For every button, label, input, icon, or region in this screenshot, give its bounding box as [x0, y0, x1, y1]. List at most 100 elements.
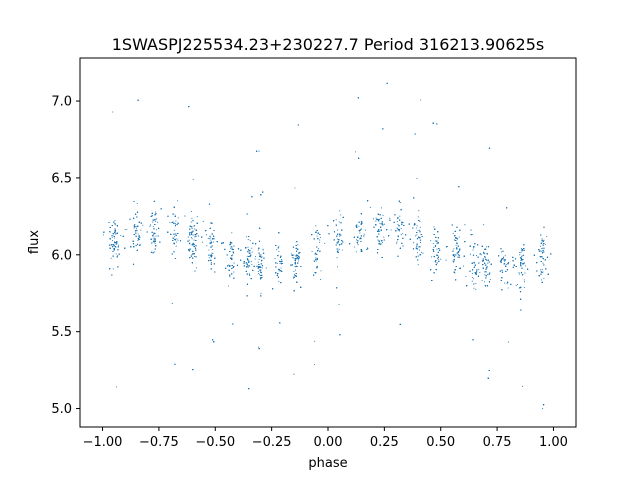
data-point	[210, 261, 212, 263]
data-point	[432, 242, 434, 245]
data-point	[320, 270, 322, 272]
data-point	[177, 200, 179, 202]
data-point	[254, 255, 257, 258]
data-point	[422, 252, 424, 254]
data-point	[110, 257, 112, 259]
data-point	[211, 252, 213, 254]
data-point	[487, 262, 489, 264]
data-point	[258, 346, 260, 348]
data-point	[473, 278, 475, 280]
data-point	[205, 234, 208, 236]
data-point	[154, 242, 156, 245]
data-point	[260, 272, 263, 274]
data-point	[114, 219, 116, 222]
data-point	[471, 280, 473, 282]
data-point	[455, 244, 457, 246]
data-point	[364, 229, 366, 231]
data-point	[414, 235, 417, 237]
data-point	[372, 218, 374, 220]
data-point	[520, 260, 522, 262]
data-point	[359, 232, 361, 234]
data-point	[297, 266, 299, 268]
data-point	[324, 242, 326, 244]
data-point	[540, 269, 542, 271]
data-point	[457, 256, 459, 258]
data-point	[114, 224, 116, 226]
data-point	[524, 265, 526, 267]
data-point	[210, 237, 212, 239]
data-point	[191, 254, 193, 256]
data-point	[453, 248, 455, 250]
data-point	[541, 250, 543, 252]
data-point	[140, 229, 142, 231]
data-point	[212, 248, 214, 251]
data-point	[207, 237, 209, 239]
data-point	[229, 242, 231, 244]
data-point	[257, 273, 259, 275]
data-point	[433, 246, 435, 248]
data-point	[433, 226, 435, 228]
data-point	[437, 258, 439, 260]
data-point	[155, 211, 157, 213]
data-point	[262, 248, 264, 250]
data-point	[190, 236, 192, 238]
data-point	[311, 250, 313, 252]
data-point	[471, 276, 474, 279]
data-point	[402, 232, 404, 235]
data-point	[293, 274, 295, 276]
data-point	[153, 236, 155, 238]
data-point	[505, 263, 507, 266]
data-point	[233, 262, 235, 264]
data-point	[112, 239, 114, 241]
data-point	[523, 286, 525, 289]
data-point	[191, 228, 193, 230]
data-point	[155, 229, 158, 231]
data-point	[313, 363, 315, 366]
data-point	[261, 267, 263, 269]
data-point	[520, 247, 523, 250]
data-point	[248, 260, 250, 262]
data-point	[523, 281, 526, 283]
data-point	[133, 225, 135, 227]
data-point	[338, 248, 340, 250]
data-point	[319, 241, 321, 244]
data-point	[378, 220, 380, 222]
data-point	[278, 280, 280, 283]
data-point	[541, 269, 543, 271]
data-point	[137, 233, 139, 235]
data-point	[174, 214, 176, 216]
data-point	[475, 288, 477, 290]
data-point	[476, 269, 478, 271]
data-point	[113, 248, 115, 250]
data-point	[278, 250, 280, 252]
data-point	[258, 258, 260, 260]
data-point	[543, 277, 545, 279]
data-point	[415, 227, 417, 229]
data-point	[375, 220, 377, 222]
data-point	[297, 244, 299, 246]
data-point	[111, 236, 113, 238]
data-point	[258, 269, 260, 271]
data-point	[465, 275, 467, 278]
chart-title: 1SWASPJ225534.23+230227.7 Period 316213.…	[112, 35, 544, 54]
data-point	[542, 262, 544, 264]
data-point	[336, 266, 339, 268]
data-point	[383, 223, 385, 225]
data-point	[212, 252, 214, 254]
data-point	[504, 255, 506, 257]
data-point	[340, 214, 342, 216]
data-point	[257, 249, 259, 251]
data-point	[483, 281, 486, 283]
data-point	[400, 234, 402, 236]
data-point	[265, 267, 267, 269]
data-point	[229, 276, 231, 278]
data-point	[249, 275, 251, 277]
data-point	[445, 259, 447, 261]
data-point	[249, 240, 251, 242]
data-point	[413, 242, 415, 244]
data-point	[171, 303, 173, 305]
data-point	[115, 386, 117, 388]
data-point	[360, 237, 362, 239]
data-point	[336, 257, 338, 259]
data-point	[314, 271, 316, 274]
